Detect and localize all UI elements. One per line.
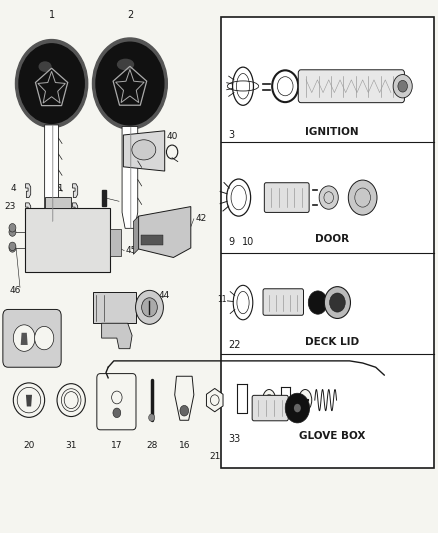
Bar bbox=[110, 229, 121, 256]
Text: DECK LID: DECK LID bbox=[305, 337, 359, 347]
Text: 43: 43 bbox=[19, 336, 30, 345]
Text: 31: 31 bbox=[65, 441, 77, 450]
Circle shape bbox=[348, 180, 377, 215]
Text: 46: 46 bbox=[9, 286, 21, 295]
Ellipse shape bbox=[13, 383, 45, 417]
Text: 11: 11 bbox=[53, 183, 65, 192]
Text: 22: 22 bbox=[228, 340, 241, 350]
Text: 40: 40 bbox=[167, 132, 178, 141]
Circle shape bbox=[9, 242, 16, 251]
Text: 34: 34 bbox=[53, 202, 65, 211]
Text: 39: 39 bbox=[419, 395, 431, 405]
Circle shape bbox=[13, 325, 35, 351]
Polygon shape bbox=[102, 323, 132, 349]
Circle shape bbox=[35, 326, 54, 350]
Polygon shape bbox=[206, 389, 223, 412]
Circle shape bbox=[285, 393, 310, 423]
Circle shape bbox=[135, 290, 163, 324]
Ellipse shape bbox=[57, 384, 85, 417]
Circle shape bbox=[9, 228, 16, 236]
Polygon shape bbox=[134, 216, 138, 254]
Circle shape bbox=[294, 404, 301, 413]
Ellipse shape bbox=[117, 59, 134, 70]
Circle shape bbox=[325, 287, 350, 318]
Text: 44: 44 bbox=[158, 291, 170, 300]
Text: 20: 20 bbox=[23, 441, 35, 450]
FancyBboxPatch shape bbox=[298, 70, 404, 103]
Bar bbox=[25, 208, 110, 272]
Text: 4: 4 bbox=[11, 183, 16, 192]
Text: DOOR: DOOR bbox=[315, 233, 349, 244]
Polygon shape bbox=[25, 184, 31, 198]
Text: 16: 16 bbox=[179, 441, 190, 450]
FancyBboxPatch shape bbox=[3, 310, 61, 367]
Polygon shape bbox=[124, 131, 165, 171]
Text: 33: 33 bbox=[228, 434, 240, 444]
Circle shape bbox=[319, 186, 338, 209]
Circle shape bbox=[141, 298, 157, 317]
Text: 9: 9 bbox=[228, 237, 234, 247]
Text: 30: 30 bbox=[281, 452, 292, 461]
Circle shape bbox=[148, 414, 155, 421]
Polygon shape bbox=[72, 203, 78, 216]
Circle shape bbox=[19, 44, 84, 123]
FancyBboxPatch shape bbox=[93, 293, 136, 323]
FancyBboxPatch shape bbox=[97, 374, 136, 430]
Polygon shape bbox=[138, 207, 191, 257]
Ellipse shape bbox=[39, 61, 52, 72]
Bar bbox=[221, 17, 434, 468]
Text: 21: 21 bbox=[209, 452, 220, 461]
Polygon shape bbox=[122, 126, 138, 228]
Circle shape bbox=[398, 80, 407, 92]
Ellipse shape bbox=[132, 140, 156, 160]
Circle shape bbox=[113, 408, 121, 418]
Polygon shape bbox=[175, 376, 194, 420]
Bar bbox=[102, 190, 106, 206]
Text: 1: 1 bbox=[49, 10, 55, 20]
Text: 42: 42 bbox=[195, 214, 206, 223]
Text: 45: 45 bbox=[126, 246, 137, 255]
Text: 17: 17 bbox=[111, 441, 123, 450]
Text: 29: 29 bbox=[320, 452, 332, 461]
Circle shape bbox=[180, 406, 189, 416]
Text: 19: 19 bbox=[263, 452, 275, 461]
Text: 11: 11 bbox=[217, 295, 227, 304]
Text: 8: 8 bbox=[121, 197, 127, 206]
Circle shape bbox=[9, 244, 16, 252]
Text: 18: 18 bbox=[300, 452, 312, 461]
Bar bbox=[45, 197, 71, 208]
Circle shape bbox=[308, 291, 328, 314]
Circle shape bbox=[329, 293, 345, 312]
Circle shape bbox=[9, 223, 16, 232]
Text: 28: 28 bbox=[146, 441, 157, 450]
FancyBboxPatch shape bbox=[263, 289, 304, 316]
Text: 32: 32 bbox=[237, 452, 249, 461]
Polygon shape bbox=[25, 203, 31, 216]
Text: 2: 2 bbox=[127, 10, 133, 20]
Polygon shape bbox=[26, 395, 32, 407]
Text: 3: 3 bbox=[228, 130, 234, 140]
Circle shape bbox=[393, 75, 412, 98]
Text: 23: 23 bbox=[4, 202, 16, 211]
Bar bbox=[141, 235, 162, 245]
Circle shape bbox=[15, 39, 88, 127]
Polygon shape bbox=[72, 184, 78, 198]
FancyBboxPatch shape bbox=[264, 183, 309, 213]
Text: IGNITION: IGNITION bbox=[305, 127, 359, 137]
Ellipse shape bbox=[299, 390, 312, 411]
Circle shape bbox=[96, 42, 164, 125]
Ellipse shape bbox=[263, 390, 276, 411]
Polygon shape bbox=[45, 125, 59, 221]
FancyBboxPatch shape bbox=[252, 395, 288, 421]
Text: 10: 10 bbox=[242, 237, 254, 247]
Circle shape bbox=[92, 38, 167, 129]
Text: GLOVE BOX: GLOVE BOX bbox=[299, 431, 365, 441]
Polygon shape bbox=[21, 333, 28, 345]
